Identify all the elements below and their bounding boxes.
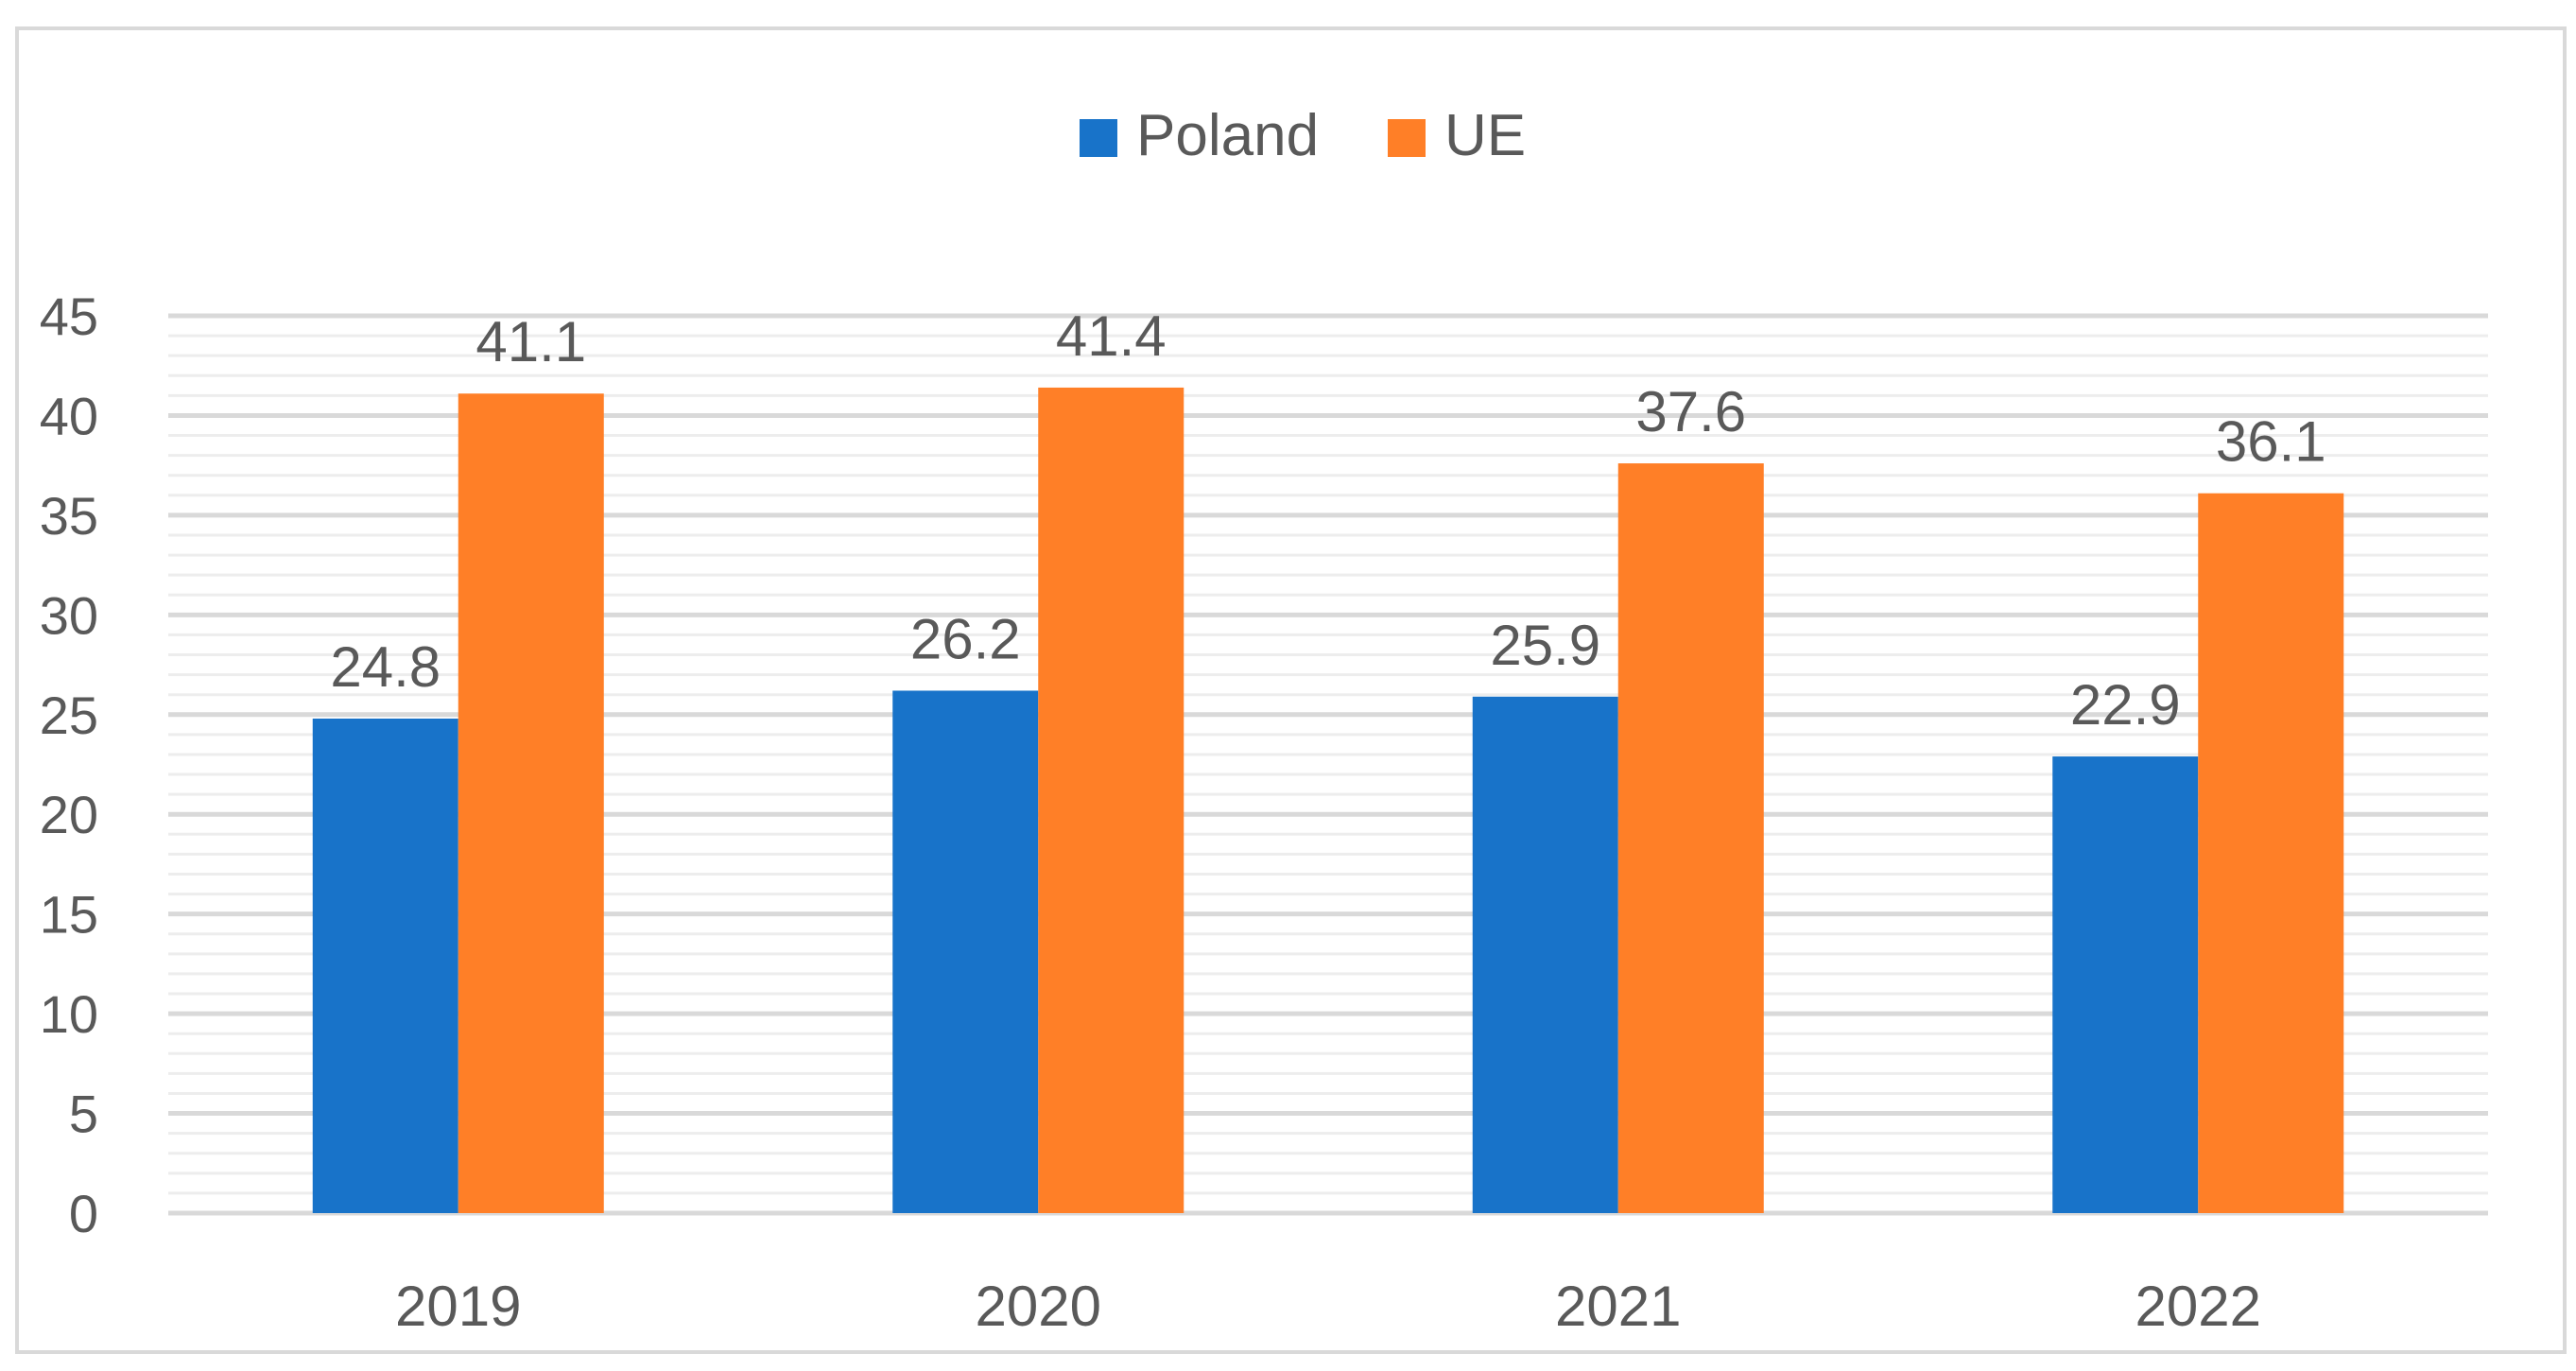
legend-swatch-poland <box>1080 119 1117 157</box>
bar-ue-2021 <box>1617 463 1764 1214</box>
bar-poland-2022 <box>2052 756 2199 1213</box>
legend-swatch-ue <box>1388 119 1426 157</box>
y-tick-label: 25 <box>40 686 98 745</box>
y-tick-label: 20 <box>40 785 98 844</box>
y-tick-label: 5 <box>69 1085 98 1144</box>
y-axis-ticks: 0 5 10 15 20 25 30 35 40 45 <box>40 286 98 1243</box>
legend: Poland UE <box>1080 103 1526 168</box>
data-label-ue-2020: 41.4 <box>1056 304 1167 368</box>
y-tick-label: 45 <box>40 286 98 346</box>
bar-poland-2020 <box>892 690 1039 1213</box>
data-label-poland-2020: 26.2 <box>910 607 1021 670</box>
bar-poland-2019 <box>312 718 458 1213</box>
data-label-poland-2019: 24.8 <box>330 635 441 699</box>
y-tick-label: 35 <box>40 486 98 546</box>
x-tick-label: 2020 <box>976 1275 1101 1338</box>
x-tick-label: 2021 <box>1555 1275 1681 1338</box>
bar-poland-2021 <box>1472 696 1618 1213</box>
x-tick-label: 2022 <box>2135 1275 2261 1338</box>
bars <box>312 387 2344 1214</box>
legend-label-ue: UE <box>1444 103 1526 168</box>
data-label-ue-2022: 36.1 <box>2216 410 2326 474</box>
x-axis-ticks: 2019 2020 2021 2022 <box>395 1275 2261 1338</box>
y-tick-label: 40 <box>40 386 98 445</box>
legend-label-poland: Poland <box>1136 103 1319 168</box>
data-label-poland-2021: 25.9 <box>1490 614 1600 677</box>
bar-ue-2019 <box>458 393 604 1213</box>
data-label-ue-2021: 37.6 <box>1635 380 1746 443</box>
data-labels: 24.8 41.1 26.2 41.4 25.9 37.6 22.9 36.1 <box>330 304 2325 737</box>
y-tick-label: 30 <box>40 585 98 645</box>
data-label-poland-2022: 22.9 <box>2070 673 2181 737</box>
y-tick-label: 10 <box>40 984 98 1044</box>
x-tick-label: 2019 <box>395 1275 521 1338</box>
y-tick-label: 0 <box>69 1184 98 1243</box>
bar-ue-2020 <box>1038 387 1184 1213</box>
bar-ue-2022 <box>2198 493 2344 1213</box>
data-label-ue-2019: 41.1 <box>475 310 586 373</box>
y-tick-label: 15 <box>40 885 98 945</box>
